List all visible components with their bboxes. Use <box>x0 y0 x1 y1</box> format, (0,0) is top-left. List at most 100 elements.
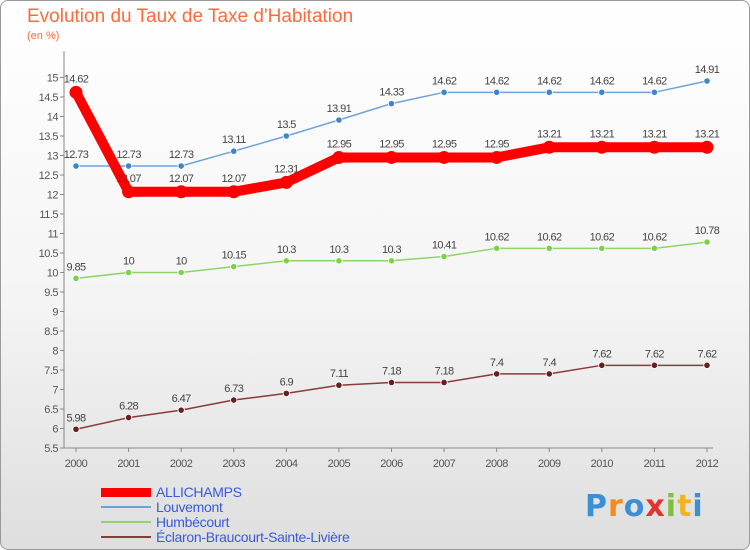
y-tick-label: 15 <box>47 73 59 85</box>
data-point <box>177 162 185 170</box>
legend-swatch <box>101 488 151 497</box>
data-label: 12.73 <box>169 149 194 161</box>
x-tick-label: 2012 <box>696 458 719 470</box>
y-tick-label: 5.5 <box>44 443 58 455</box>
data-label: 13.5 <box>277 119 296 131</box>
y-tick-label: 13.5 <box>39 131 59 143</box>
data-label: 10.3 <box>329 244 348 256</box>
data-label: 7.18 <box>435 365 454 377</box>
data-point <box>598 244 606 252</box>
data-point <box>124 162 133 170</box>
legend-swatch <box>101 506 151 508</box>
data-point <box>387 378 396 387</box>
y-tick-label: 9.5 <box>44 287 58 299</box>
data-label: 7.18 <box>382 365 401 377</box>
x-tick-label: 2011 <box>644 458 666 470</box>
data-point <box>598 361 606 369</box>
data-point <box>545 244 553 252</box>
legend-label: Éclaron-Braucourt-Sainte-Livière <box>156 529 350 545</box>
data-point <box>437 150 451 164</box>
data-point <box>332 150 346 164</box>
data-label: 6.47 <box>172 393 191 405</box>
data-label: 14.33 <box>379 87 404 99</box>
data-label: 12.95 <box>379 138 404 150</box>
data-point <box>227 185 241 199</box>
data-label: 6.73 <box>224 383 243 395</box>
data-label: 12.95 <box>327 138 352 150</box>
data-label: 10.62 <box>642 231 667 243</box>
data-label: 10 <box>123 256 135 268</box>
x-tick-label: 2007 <box>433 458 456 470</box>
x-tick-label: 2002 <box>170 458 193 470</box>
x-tick-label: 2008 <box>485 458 508 470</box>
data-point <box>72 425 80 433</box>
y-tick-label: 11 <box>48 229 59 241</box>
data-label: 7.62 <box>697 348 716 360</box>
data-label: 14.62 <box>64 73 89 85</box>
data-label: 12.31 <box>274 163 299 175</box>
data-point <box>335 381 343 389</box>
data-point <box>122 185 136 199</box>
data-point <box>177 406 185 414</box>
y-tick-label: 8.5 <box>44 326 58 338</box>
data-label: 7.4 <box>490 357 504 369</box>
data-label: 7.62 <box>645 348 664 360</box>
data-label: 14.62 <box>432 75 457 87</box>
data-point <box>650 361 659 369</box>
data-point <box>335 116 343 124</box>
y-tick-label: 14 <box>47 112 59 124</box>
data-label: 7.11 <box>330 368 349 380</box>
data-point <box>282 389 290 397</box>
data-point <box>490 150 504 164</box>
data-point <box>703 238 711 246</box>
x-tick-label: 2005 <box>328 458 351 470</box>
y-tick-label: 10.5 <box>39 248 59 260</box>
legend-label: Louvemont <box>156 499 223 515</box>
legend-label: Humbécourt <box>156 514 230 530</box>
data-label: 7.62 <box>592 348 611 360</box>
data-label: 13.21 <box>695 128 720 140</box>
data-label: 12.07 <box>169 173 194 185</box>
y-tick-label: 7.5 <box>44 365 58 377</box>
data-point <box>282 132 290 140</box>
data-point <box>124 413 133 422</box>
y-tick-label: 9 <box>52 307 58 319</box>
data-point <box>650 88 659 96</box>
data-point <box>542 140 556 154</box>
data-point <box>387 100 396 108</box>
data-label: 6.9 <box>280 376 294 388</box>
legend-swatch <box>101 521 151 523</box>
data-label: 6.28 <box>119 401 138 413</box>
data-label: 5.98 <box>66 412 85 424</box>
data-point <box>279 175 293 189</box>
y-tick-label: 11.5 <box>39 209 58 221</box>
data-label: 13.21 <box>642 128 667 140</box>
data-label: 13.11 <box>222 134 246 146</box>
data-label: 10.15 <box>221 250 246 262</box>
data-point <box>700 140 714 154</box>
data-point <box>598 88 606 96</box>
data-point <box>230 147 238 155</box>
data-point <box>493 244 501 252</box>
data-label: 9.85 <box>66 261 85 273</box>
data-label: 10.41 <box>432 240 457 252</box>
legend-swatch <box>101 536 151 538</box>
y-tick-label: 12.5 <box>39 170 59 182</box>
proxiti-logo: Proxiti <box>585 489 704 524</box>
data-point <box>703 361 711 369</box>
data-label: 7.4 <box>543 357 557 369</box>
data-label: 14.62 <box>537 75 562 87</box>
data-label: 12.95 <box>484 138 509 150</box>
y-tick-label: 7 <box>52 385 58 397</box>
data-point <box>493 370 501 378</box>
data-point <box>282 257 290 265</box>
data-point <box>440 378 448 387</box>
data-label: 14.62 <box>642 75 667 87</box>
data-point <box>493 88 501 96</box>
data-point <box>69 85 83 99</box>
x-tick-label: 2000 <box>65 458 88 470</box>
data-label: 13.91 <box>327 103 352 115</box>
data-point <box>595 140 609 154</box>
